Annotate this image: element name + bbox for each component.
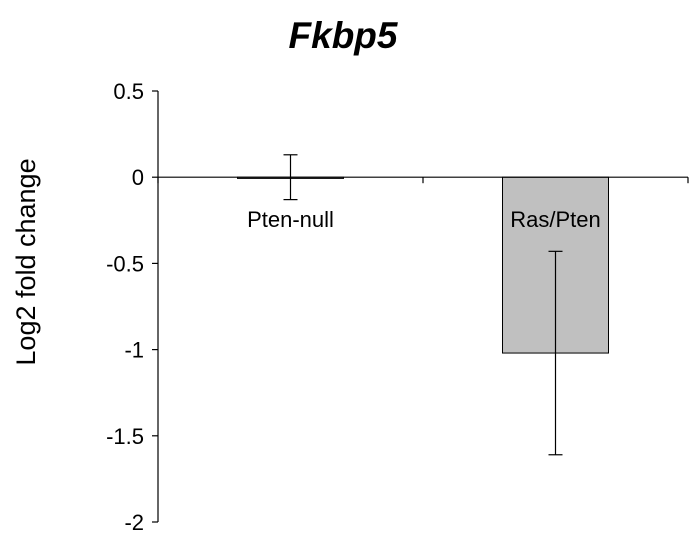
y-tick-label: -2 [124,510,144,535]
y-tick-label: 0 [132,165,144,190]
x-axis [157,176,689,184]
y-tick-label: 0.5 [113,79,144,104]
y-axis-label: Log2 fold change [11,158,41,365]
y-tick-label: -1 [124,338,144,363]
category-label: Ras/Pten [510,207,601,232]
y-axis: 0.5 0 -0.5 -1 -1.5 -2 [106,79,159,535]
category-label: Pten-null [247,207,334,232]
bars-layer [237,176,609,354]
y-tick-label: -1.5 [106,424,144,449]
category-labels: Pten-null Ras/Pten [247,207,601,232]
chart-title: Fkbp5 [289,15,399,56]
y-tick-label: -0.5 [106,251,144,276]
